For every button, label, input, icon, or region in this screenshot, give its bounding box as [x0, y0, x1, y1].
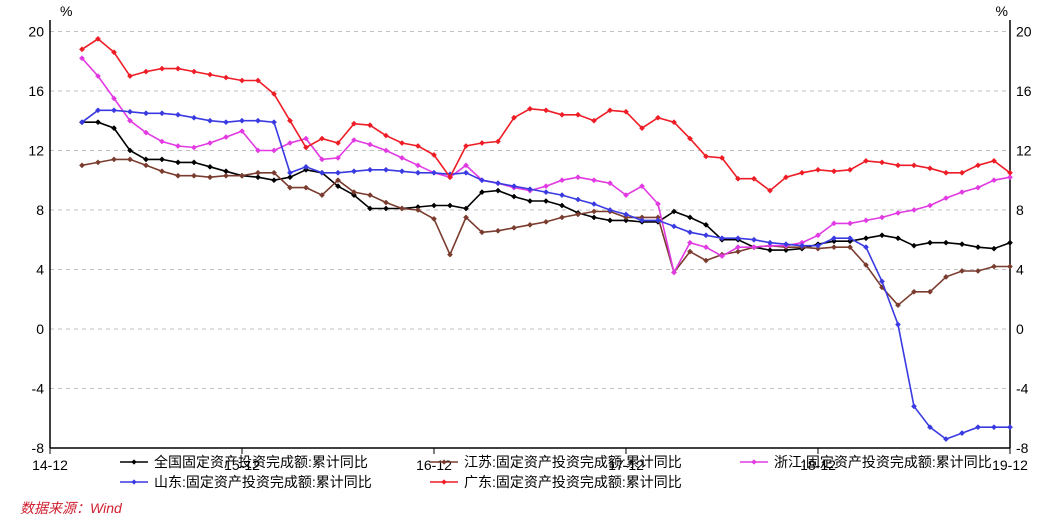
svg-text:8: 8 [36, 202, 44, 218]
svg-text:16-12: 16-12 [416, 457, 452, 473]
svg-text:山东:固定资产投资完成额:累计同比: 山东:固定资产投资完成额:累计同比 [154, 474, 372, 490]
svg-text:-8: -8 [1016, 440, 1029, 456]
svg-text:8: 8 [1016, 202, 1024, 218]
svg-text:0: 0 [36, 321, 44, 337]
svg-text:-4: -4 [1016, 380, 1029, 396]
svg-text:4: 4 [1016, 261, 1024, 277]
svg-text:江苏:固定资产投资完成额:累计同比: 江苏:固定资产投资完成额:累计同比 [464, 454, 682, 470]
svg-text:16: 16 [1016, 83, 1032, 99]
svg-text:%: % [996, 3, 1008, 19]
svg-text:浙江:固定资产投资完成额:累计同比: 浙江:固定资产投资完成额:累计同比 [774, 454, 992, 470]
fixed-asset-investment-chart: -8-8-4-400448812121616202014-1215-1216-1… [0, 0, 1062, 524]
svg-text:14-12: 14-12 [32, 457, 68, 473]
svg-text:12: 12 [1016, 142, 1032, 158]
svg-text:12: 12 [28, 142, 44, 158]
svg-text:-4: -4 [32, 380, 45, 396]
svg-text:16: 16 [28, 83, 44, 99]
svg-text:20: 20 [1016, 23, 1032, 39]
svg-text:19-12: 19-12 [992, 457, 1028, 473]
svg-text:-8: -8 [32, 440, 45, 456]
data-source-label: 数据来源：Wind [20, 498, 122, 518]
svg-text:4: 4 [36, 261, 44, 277]
svg-text:%: % [60, 3, 72, 19]
svg-text:20: 20 [28, 23, 44, 39]
svg-text:0: 0 [1016, 321, 1024, 337]
svg-text:广东:固定资产投资完成额:累计同比: 广东:固定资产投资完成额:累计同比 [464, 474, 682, 490]
svg-text:全国固定资产投资完成额:累计同比: 全国固定资产投资完成额:累计同比 [154, 454, 368, 470]
